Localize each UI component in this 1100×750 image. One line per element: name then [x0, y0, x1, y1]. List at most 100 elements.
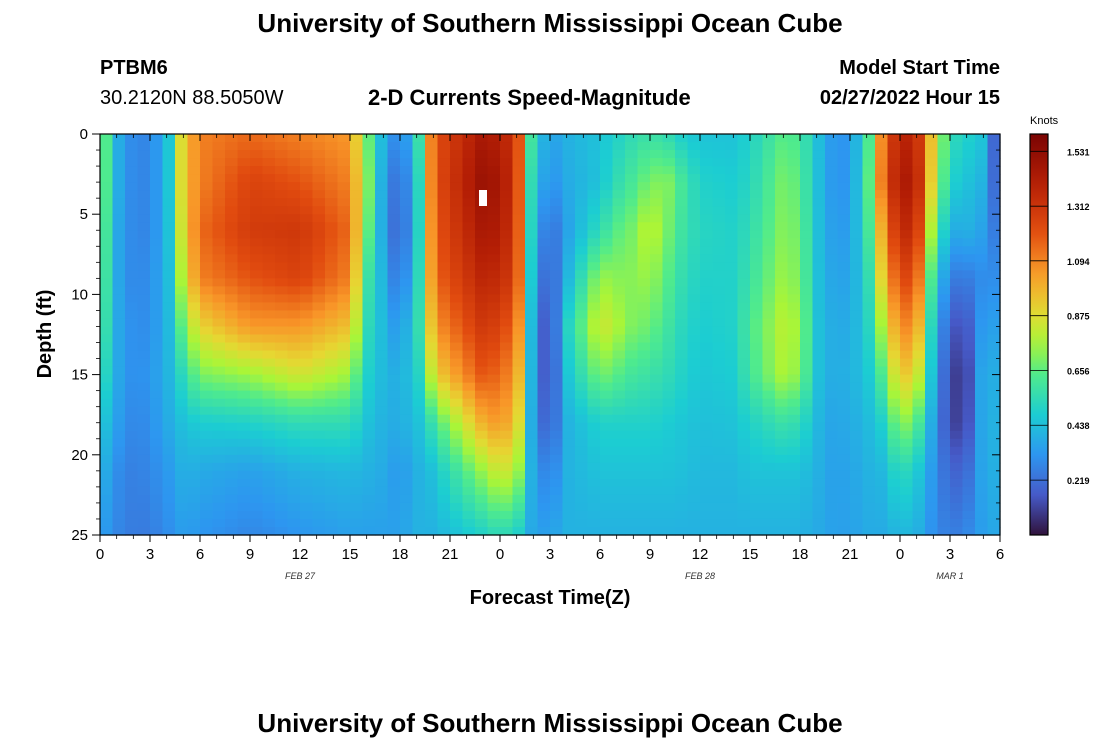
- heatmap-cell: [462, 190, 476, 199]
- heatmap-cell: [800, 222, 814, 231]
- heatmap-cell: [625, 390, 639, 400]
- heatmap-cell: [787, 374, 801, 384]
- heatmap-cell: [475, 246, 489, 255]
- heatmap-cell: [725, 294, 739, 304]
- heatmap-cell: [875, 462, 889, 472]
- heatmap-cell: [300, 390, 314, 400]
- heatmap-cell: [937, 182, 951, 191]
- heatmap-cell: [400, 382, 414, 392]
- heatmap-cell: [412, 390, 426, 400]
- heatmap-cell: [575, 350, 589, 360]
- heatmap-cell: [562, 206, 576, 215]
- heatmap-cell: [925, 262, 939, 271]
- heatmap-cell: [700, 182, 714, 191]
- heatmap-cell: [162, 454, 176, 464]
- heatmap-cell: [387, 334, 401, 344]
- heatmap-cell: [637, 238, 651, 247]
- heatmap-cell: [225, 222, 239, 231]
- heatmap-cell: [925, 310, 939, 320]
- heatmap-cell: [700, 246, 714, 255]
- heatmap-cell: [337, 366, 351, 376]
- heatmap-cell: [375, 302, 389, 312]
- heatmap-cell: [937, 166, 951, 175]
- heatmap-cell: [950, 430, 964, 440]
- heatmap-cell: [812, 214, 826, 223]
- heatmap-cell: [700, 502, 714, 512]
- heatmap-cell: [762, 406, 776, 416]
- heatmap-cell: [712, 494, 726, 504]
- heatmap-cell: [400, 358, 414, 368]
- heatmap-cell: [250, 142, 264, 151]
- heatmap-cell: [200, 446, 214, 456]
- heatmap-cell: [712, 166, 726, 175]
- heatmap-cell: [525, 286, 539, 295]
- heatmap-cell: [212, 278, 226, 287]
- heatmap-cell: [325, 414, 339, 424]
- heatmap-cell: [875, 406, 889, 416]
- heatmap-cell: [700, 254, 714, 263]
- heatmap-cell: [525, 262, 539, 271]
- heatmap-cell: [562, 166, 576, 175]
- heatmap-cell: [912, 310, 926, 320]
- heatmap-cell: [750, 254, 764, 263]
- heatmap-cell: [725, 446, 739, 456]
- heatmap-cell: [412, 278, 426, 287]
- heatmap-cell: [487, 182, 501, 191]
- heatmap-cell: [287, 206, 301, 215]
- heatmap-cell: [250, 134, 264, 143]
- heatmap-cell: [862, 478, 876, 488]
- heatmap-cell: [525, 494, 539, 504]
- heatmap-cell: [450, 382, 464, 392]
- heatmap-cell: [962, 486, 976, 496]
- heatmap-cell: [650, 454, 664, 464]
- heatmap-cell: [300, 238, 314, 247]
- heatmap-cell: [250, 190, 264, 199]
- heatmap-cell: [800, 206, 814, 215]
- heatmap-cell: [562, 318, 576, 328]
- heatmap-cell: [125, 366, 139, 376]
- heatmap-cell: [287, 518, 301, 528]
- heatmap-cell: [250, 406, 264, 416]
- heatmap-cell: [162, 494, 176, 504]
- heatmap-cell: [100, 246, 114, 255]
- heatmap-cell: [112, 414, 126, 424]
- heatmap-cell: [162, 310, 176, 320]
- heatmap-cell: [237, 302, 251, 312]
- heatmap-cell: [150, 350, 164, 360]
- heatmap-cell: [700, 166, 714, 175]
- heatmap-cell: [637, 150, 651, 159]
- heatmap-cell: [687, 350, 701, 360]
- heatmap-cell: [200, 382, 214, 392]
- heatmap-cell: [925, 150, 939, 159]
- heatmap-cell: [350, 518, 364, 528]
- heatmap-cell: [512, 310, 526, 320]
- heatmap-cell: [387, 422, 401, 432]
- heatmap-cell: [775, 526, 789, 536]
- heatmap-cell: [587, 302, 601, 312]
- heatmap-cell: [812, 510, 826, 520]
- heatmap-cell: [262, 438, 276, 448]
- heatmap-cell: [962, 270, 976, 279]
- heatmap-cell: [312, 326, 326, 336]
- heatmap-cell: [737, 342, 751, 352]
- heatmap-cell: [450, 430, 464, 440]
- heatmap-cell: [250, 518, 264, 528]
- heatmap-cell: [387, 142, 401, 151]
- heatmap-cell: [612, 406, 626, 416]
- heatmap-cell: [587, 270, 601, 279]
- heatmap-cell: [575, 230, 589, 239]
- heatmap-cell: [450, 374, 464, 384]
- heatmap-cell: [900, 206, 914, 215]
- heatmap-cell: [362, 254, 376, 263]
- heatmap-cell: [187, 286, 201, 295]
- heatmap-cell: [887, 238, 901, 247]
- heatmap-cell: [287, 158, 301, 167]
- heatmap-cell: [150, 334, 164, 344]
- heatmap-cell: [975, 422, 989, 432]
- heatmap-cell: [437, 334, 451, 344]
- heatmap-cell: [875, 222, 889, 231]
- heatmap-cell: [237, 526, 251, 536]
- heatmap-cell: [125, 382, 139, 392]
- heatmap-cell: [950, 494, 964, 504]
- heatmap-cell: [837, 478, 851, 488]
